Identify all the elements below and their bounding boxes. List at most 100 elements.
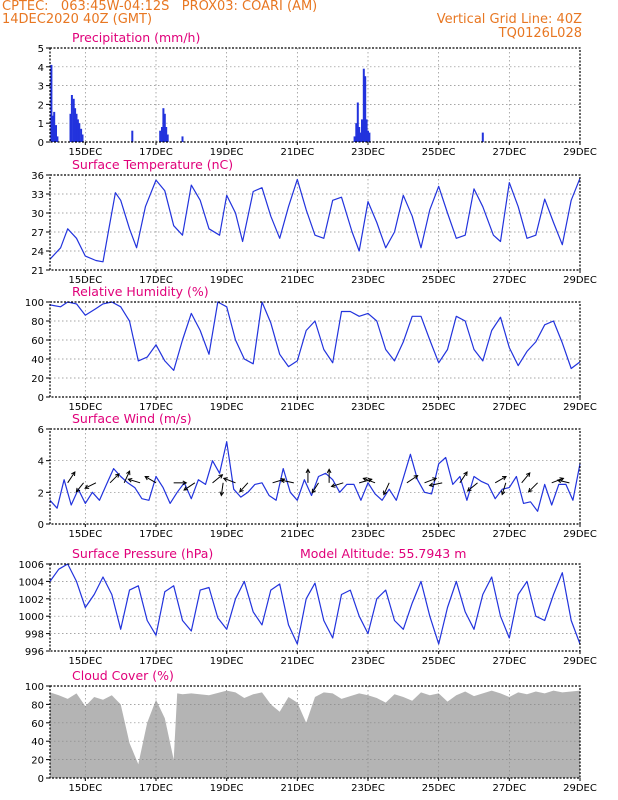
precip-bar [355,123,358,142]
y-tick-label: 4 [38,457,44,468]
wind-vector [521,472,531,484]
x-tick-label: 17DEC [139,783,173,794]
panel-2: 21 24 27 30 33 36 15DEC 17DEC 19DEC 21DEC 23DEC 25D… [31,157,597,286]
wind-vector [557,479,570,484]
y-tick-label: 0 [38,393,44,404]
x-tick-label: 15DEC [68,275,102,286]
wind-vector-head [126,470,131,476]
x-tick-label: 27DEC [492,402,526,413]
x-tick-label: 27DEC [492,656,526,667]
precip-bar [56,136,59,142]
y-tick-label: 4 [38,63,44,74]
wind-vector-head [428,482,434,488]
y-tick-label: 24 [31,247,44,258]
precip-bar [358,127,361,142]
precip-bar [50,64,53,142]
precip-bar [166,134,169,142]
precip-bar [356,102,359,142]
y-tick-label: 20 [31,374,44,385]
header-line-1: CPTEC: 063:45W-04:12S PROX03: COARI (AM) [2,0,318,14]
wind-vector [67,471,76,484]
precip-bar [359,132,362,142]
wind-vector [220,482,224,496]
wind-vector-head [182,480,188,486]
precip-bar [362,68,365,142]
wind-vector-head [144,476,150,481]
y-tick-label: 1000 [19,612,44,623]
x-tick-label: 21DEC [280,783,314,794]
y-tick-label: 36 [31,171,44,182]
precip-bar [365,119,368,142]
precip-bar [368,132,371,142]
panel-annotation: Model Altitude: 55.7943 m [300,546,466,561]
wind-vector-head [330,483,336,488]
wind-vector-head [280,478,286,484]
precip-bar [367,130,369,142]
x-tick-label: 27DEC [492,783,526,794]
x-tick-label: 29DEC [563,147,597,158]
y-tick-label: 100 [25,682,44,693]
wind-vector-head [432,477,438,482]
wind-vector [223,477,236,484]
x-tick-label: 27DEC [492,147,526,158]
header-line-2: 14DEC2020 40Z (GMT) [2,12,153,27]
precip-bar [55,125,57,142]
y-tick-label: 996 [25,647,44,658]
plot-frame [49,563,581,652]
precip-bar [131,130,134,142]
wind-vector [281,479,294,484]
precip-bar [181,136,184,142]
panel-6: 0 20 40 60 80 100 15DEC 17DEC 19DEC 21DEC 23DEC 25D… [25,668,597,794]
precip-bar [353,136,356,142]
wind-vector-head [84,484,90,489]
x-tick-label: 19DEC [210,529,244,540]
precip-bar [165,127,168,142]
series-line [49,301,581,371]
precip-bar [163,113,166,142]
wind-vector [494,476,507,484]
wind-vector [383,482,390,495]
precip-bar [162,108,165,142]
y-tick-label: 20 [31,756,44,767]
x-tick-label: 23DEC [351,275,385,286]
wind-vector [311,482,319,494]
precip-bar [161,127,163,142]
wind-vector-head [383,490,388,496]
x-tick-label: 15DEC [68,402,102,413]
wind-vector [363,477,376,484]
x-tick-label: 17DEC [139,529,173,540]
wind-vector [84,482,97,489]
series-line [49,563,581,645]
y-tick-label: 0 [38,520,44,531]
x-tick-label: 29DEC [563,656,597,667]
y-tick-label: 100 [25,298,44,309]
y-tick-label: 1004 [19,577,44,588]
x-tick-label: 15DEC [68,656,102,667]
y-tick-label: 3 [38,82,44,93]
precip-bar [364,76,367,142]
wind-vector [183,482,196,491]
x-tick-label: 29DEC [563,402,597,413]
x-tick-label: 29DEC [563,783,597,794]
header-right-2: TQ0126L028 [498,26,582,41]
wind-vector-head [218,474,224,479]
y-tick-label: 5 [38,44,44,55]
wind-vector [406,475,418,484]
y-tick-label: 60 [31,719,44,730]
wind-vector-head [311,488,316,494]
precip-bar [72,98,75,142]
wind-vector [123,470,131,484]
x-tick-label: 19DEC [210,656,244,667]
precip-bar [51,115,54,142]
plot-frame [49,428,581,525]
plot-frame [49,47,581,143]
plot-area [50,175,580,270]
x-tick-label: 23DEC [351,529,385,540]
wind-vector [144,476,157,484]
wind-vector-head [71,471,76,477]
plot-frame [49,301,581,398]
x-tick-label: 21DEC [280,275,314,286]
wind-vector-head [305,468,311,474]
wind-vector [424,477,437,484]
x-tick-label: 25DEC [422,529,456,540]
